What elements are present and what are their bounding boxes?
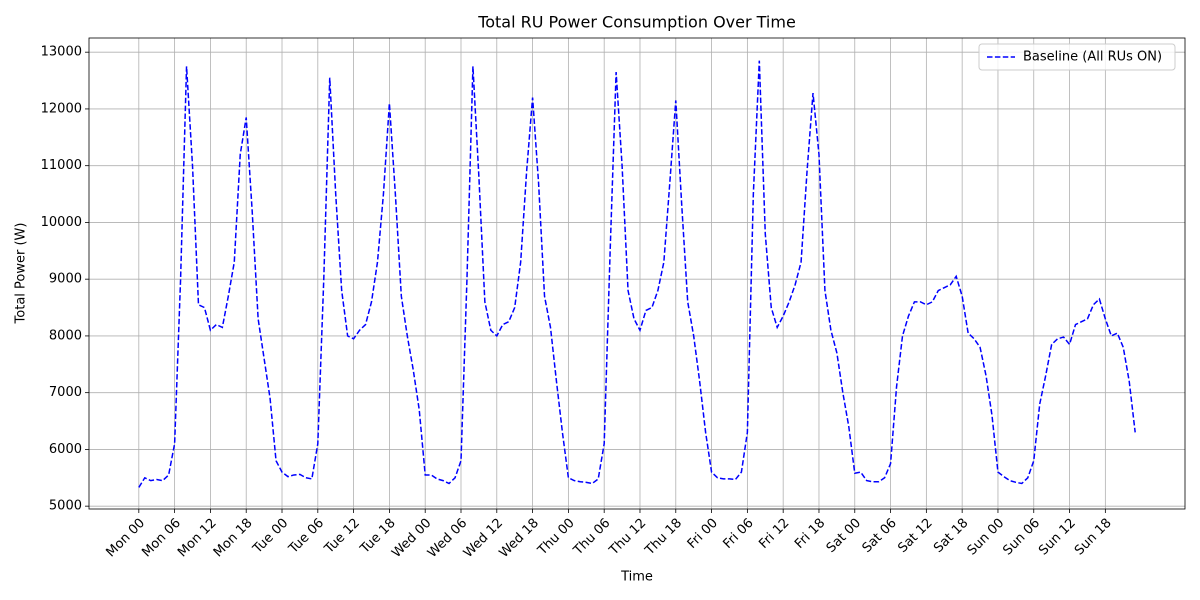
x-tick-label: Thu 06	[570, 516, 613, 559]
y-tick-label: 12000	[41, 101, 82, 116]
x-tick-label: Sun 12	[1036, 516, 1079, 559]
x-tick-label: Fri 00	[685, 516, 721, 552]
y-tick-label: 5000	[49, 499, 82, 514]
legend: Baseline (All RUs ON)	[978, 43, 1176, 71]
x-tick-label: Tue 12	[321, 516, 363, 558]
x-tick-label: Mon 00	[104, 516, 149, 561]
y-tick-label: 10000	[41, 215, 82, 230]
x-tick-label: Sun 18	[1072, 516, 1115, 559]
y-tick-label: 9000	[49, 272, 82, 287]
x-tick-label: Mon 06	[139, 516, 184, 561]
legend-label: Baseline (All RUs ON)	[1023, 50, 1162, 65]
x-axis-label: Time	[620, 570, 653, 585]
chart-title: Total RU Power Consumption Over Time	[477, 13, 796, 32]
y-tick-label: 8000	[49, 328, 82, 343]
x-tick-label: Sat 12	[895, 516, 935, 556]
line-series	[138, 60, 1136, 488]
y-tick-label: 13000	[41, 45, 82, 60]
x-tick-label: Sat 06	[860, 516, 900, 556]
x-tick-label: Sat 00	[824, 516, 864, 556]
x-tick-label: Tue 06	[285, 516, 327, 558]
y-tick-label: 7000	[49, 385, 82, 400]
plot-frame	[88, 37, 1186, 510]
x-tick-label: Thu 18	[642, 516, 685, 559]
x-tick-label: Sun 00	[965, 516, 1008, 559]
x-tick-label: Fri 06	[720, 516, 756, 552]
x-tick-label: Fri 18	[792, 516, 828, 552]
x-tick-label: Thu 00	[534, 516, 577, 559]
y-tick-label: 11000	[41, 158, 82, 173]
y-axis-label: Total Power (W)	[14, 223, 29, 325]
x-tick-label: Sun 06	[1000, 516, 1043, 559]
x-tick-label: Mon 18	[211, 516, 256, 561]
legend-box	[978, 43, 1176, 71]
x-tick-label: Thu 12	[606, 516, 649, 559]
x-tick-label: Mon 12	[175, 516, 220, 561]
x-tick-label: Tue 00	[250, 516, 292, 558]
y-tick-label: 6000	[49, 442, 82, 457]
x-tick-label: Fri 12	[756, 516, 792, 552]
x-tick-label: Wed 18	[497, 516, 542, 561]
